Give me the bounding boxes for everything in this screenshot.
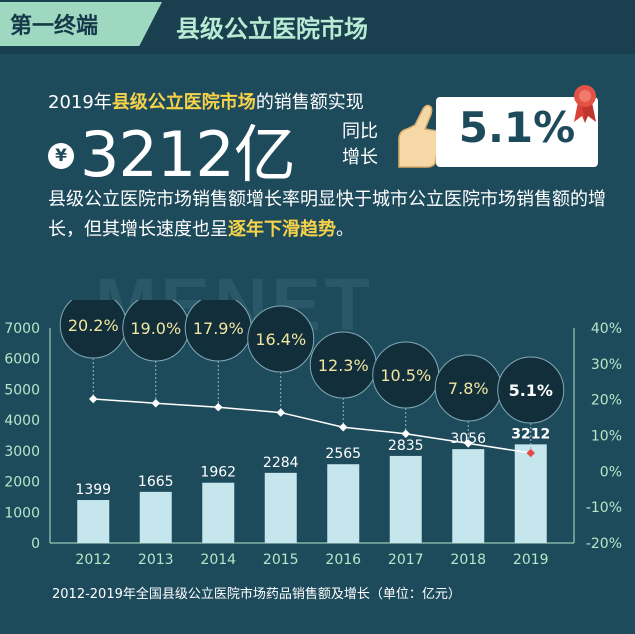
- yen-icon: ¥: [48, 143, 74, 169]
- left-axis-tick-label: 3000: [4, 444, 40, 460]
- x-axis-tick-label: 2016: [325, 552, 361, 568]
- x-axis-tick-label: 2013: [138, 552, 174, 568]
- growth-line: [93, 398, 531, 454]
- description-text: 县级公立医院市场销售额增长率明显快于城市公立医院市场销售额的增长，但其增长速度也…: [48, 189, 606, 240]
- growth-bubble-label: 10.5%: [380, 366, 431, 385]
- growth-bubble-label: 20.2%: [68, 316, 119, 335]
- x-axis-tick-label: 2018: [450, 552, 486, 568]
- description-paragraph: 县级公立医院市场销售额增长率明显快于城市公立医院市场销售额的增长，但其增长速度也…: [48, 185, 608, 245]
- right-axis-tick-label: 30%: [591, 357, 622, 373]
- headline-prefix: 2019年: [48, 92, 112, 113]
- left-axis-tick-label: 6000: [4, 352, 40, 368]
- bar: [514, 444, 547, 543]
- right-axis-tick-label: -20%: [586, 536, 622, 552]
- bar: [264, 472, 297, 543]
- bar: [327, 464, 360, 543]
- bar: [389, 455, 422, 543]
- bar: [77, 500, 110, 543]
- bar-value-label: 3056: [450, 431, 486, 447]
- left-axis-tick-label: 1000: [4, 505, 40, 521]
- bar-value-label: 1962: [200, 465, 236, 481]
- sales-growth-chart: 0 1000 2000 3000 4000 5000 6000 7000 -20% -10% 0% 1…: [4, 300, 622, 568]
- growth-bubble-label: 17.9%: [193, 319, 244, 338]
- bar-value-label: 1665: [138, 474, 174, 490]
- growth-bubble-label: 12.3%: [318, 356, 369, 375]
- headline-highlight: 县级公立医院市场: [111, 92, 256, 113]
- bar-value-label: 1399: [75, 482, 111, 498]
- growth-bubble: [247, 305, 315, 373]
- x-axis-tick-label: 2017: [388, 552, 424, 568]
- x-axis-tick-label: 2012: [75, 552, 111, 568]
- left-axis-tick-label: 4000: [4, 413, 40, 429]
- x-axis-tick-label: 2015: [263, 552, 299, 568]
- hand-icon: [398, 104, 441, 168]
- growth-point: [89, 394, 98, 404]
- growth-bubble-label: 19.0%: [130, 319, 181, 338]
- left-axis-tick-label: 2000: [4, 475, 40, 491]
- bar-value-label: 3212: [511, 426, 550, 442]
- growth-label-line2: 增长: [342, 147, 378, 168]
- header-band: 第一终端 县级公立医院市场: [0, 0, 635, 54]
- page-title: 县级公立医院市场: [176, 15, 368, 43]
- section-tag: [0, 2, 162, 46]
- description-highlight: 逐年下滑趋势: [228, 219, 336, 240]
- growth-bubble-label: 5.1%: [509, 381, 553, 400]
- growth-value: 5.1%: [458, 103, 576, 152]
- bar-value-label: 2835: [388, 438, 424, 454]
- right-axis-tick-label: 40%: [591, 321, 622, 337]
- growth-bubble: [497, 356, 565, 424]
- bar: [202, 482, 235, 543]
- growth-point: [151, 399, 160, 408]
- growth-point: [401, 429, 410, 438]
- description-end: 。: [336, 219, 354, 240]
- x-axis-tick-label: 2014: [200, 552, 236, 568]
- bar-value-label: 2565: [325, 446, 361, 462]
- growth-point: [214, 402, 223, 412]
- headline-suffix: 的销售额实现: [255, 92, 364, 113]
- award-ribbon-icon: [574, 85, 596, 123]
- growth-point: [276, 408, 285, 417]
- growth-bubble-label: 7.8%: [448, 379, 489, 398]
- growth-point: [339, 423, 348, 432]
- right-axis-tick-label: -10%: [586, 500, 622, 516]
- right-axis-tick-label: 20%: [591, 393, 622, 409]
- bar: [139, 491, 172, 543]
- chart-caption: 2012-2019年全国县级公立医院市场药品销售额及增长（单位：亿元）: [52, 587, 461, 602]
- right-axis-tick-label: 10%: [591, 429, 622, 445]
- section-tag-label: 第一终端: [10, 14, 99, 39]
- growth-card: 5.1%: [436, 97, 598, 167]
- growth-label: 同比 增长: [342, 119, 378, 171]
- bar: [452, 449, 485, 543]
- headline-line: 2019年县级公立医院市场的销售额实现: [48, 88, 364, 114]
- left-axis-tick-label: 0: [31, 536, 40, 552]
- x-axis-tick-label: 2019: [513, 552, 549, 568]
- growth-bubble-label: 16.4%: [255, 330, 306, 349]
- growth-point: [464, 439, 473, 448]
- right-axis-tick-label: 0%: [600, 464, 622, 480]
- bar-value-label: 2284: [263, 455, 299, 471]
- left-axis-tick-label: 7000: [4, 321, 40, 337]
- sales-amount: 3212亿: [80, 118, 296, 191]
- growth-label-line1: 同比: [342, 121, 378, 142]
- left-axis-tick-label: 5000: [4, 382, 40, 398]
